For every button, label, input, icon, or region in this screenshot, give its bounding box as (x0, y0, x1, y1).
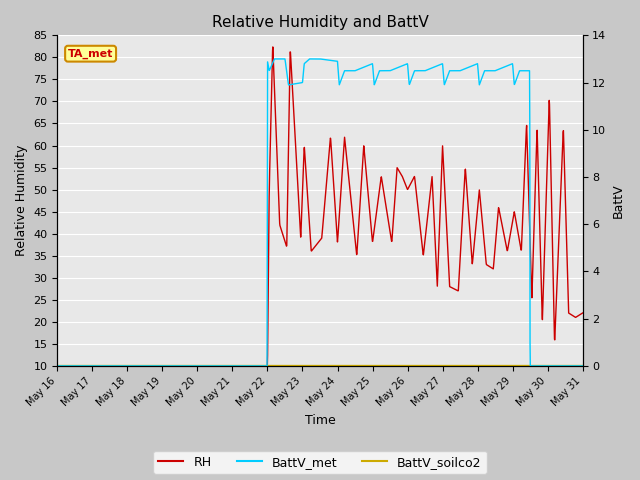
Y-axis label: Relative Humidity: Relative Humidity (15, 145, 28, 256)
Title: Relative Humidity and BattV: Relative Humidity and BattV (212, 15, 428, 30)
X-axis label: Time: Time (305, 414, 335, 427)
Text: TA_met: TA_met (68, 48, 113, 59)
Y-axis label: BattV: BattV (612, 183, 625, 218)
Legend: RH, BattV_met, BattV_soilco2: RH, BattV_met, BattV_soilco2 (154, 451, 486, 474)
